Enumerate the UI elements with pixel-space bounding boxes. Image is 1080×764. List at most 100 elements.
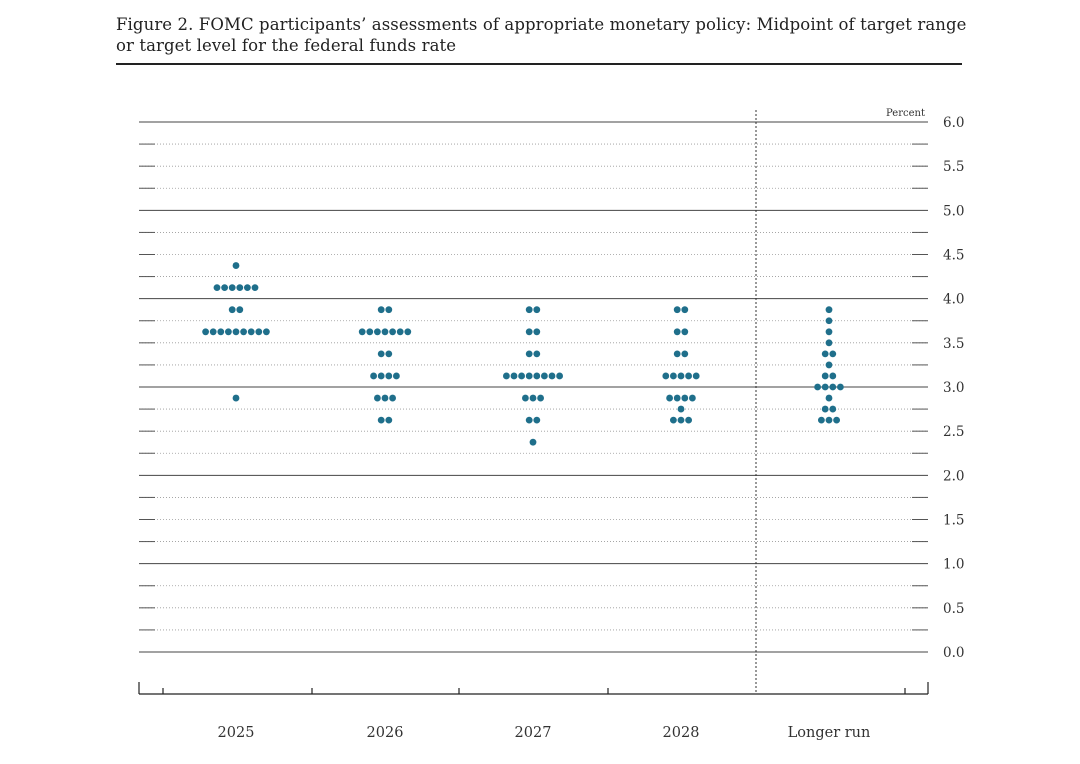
data-dot [818,416,825,424]
data-dot [533,416,541,424]
data-dot [228,306,236,314]
data-dot [525,416,533,424]
data-dot [556,372,563,380]
data-dot [385,416,393,424]
data-dot [673,350,681,358]
data-dot [825,394,833,402]
x-category-label: Longer run [788,725,871,741]
data-dot [522,394,529,402]
y-tick-label: 3.5 [943,336,964,352]
y-tick-label: 3.0 [943,380,964,396]
data-dot [244,284,251,292]
data-dot [685,372,692,380]
data-dot [821,350,829,358]
y-tick-label: 1.0 [943,557,964,573]
data-dot [689,394,696,402]
data-dot [829,405,837,413]
data-dot [681,394,689,402]
data-dot [677,416,685,424]
data-dot [548,372,556,380]
data-dot [232,328,240,336]
data-dot [389,394,396,402]
data-dot [503,372,510,380]
data-dot [240,328,248,336]
data-dot [389,328,396,336]
data-dot [370,372,377,380]
data-dot [829,372,837,380]
data-dot [677,372,685,380]
data-dot [673,394,681,402]
data-dot [821,383,829,391]
data-dot [525,350,533,358]
data-dot [366,328,374,336]
data-dot [374,328,381,336]
data-dot [670,416,677,424]
data-dot [821,372,829,380]
data-dot [225,328,232,336]
data-dot [525,372,533,380]
data-dot [814,383,821,391]
data-dot [662,372,670,380]
data-dot [670,372,677,380]
y-tick-label: 5.5 [943,159,964,175]
data-dot [217,328,225,336]
data-dot [381,394,389,402]
y-tick-label: 4.0 [943,292,964,308]
gridlines [139,121,928,653]
data-dot [381,328,389,336]
data-dot [255,328,263,336]
data-dot [529,438,537,446]
title-rule [116,63,962,65]
data-dot [202,328,210,336]
dots [202,262,844,446]
data-dot [377,372,385,380]
data-dot [221,284,229,292]
data-dot [666,394,673,402]
data-dot [251,284,259,292]
data-dot [825,328,833,336]
x-category-label: 2026 [367,725,404,741]
data-dot [825,317,833,325]
data-dot [236,284,244,292]
data-dot [529,394,537,402]
data-dot [673,306,681,314]
data-dot [821,405,829,413]
data-dot [677,405,685,413]
data-dot [510,372,518,380]
x-category-label: 2028 [663,725,700,741]
data-dot [263,328,270,336]
data-dot [377,350,385,358]
data-dot [541,372,548,380]
data-dot [833,416,840,424]
data-dot [404,328,412,336]
data-dot [232,262,240,269]
data-dot [681,306,689,314]
data-dot [681,328,689,336]
data-dot [673,328,681,336]
data-dot [837,383,844,391]
data-dot [533,372,541,380]
data-dot [525,328,533,336]
data-dot [396,328,404,336]
data-dot [236,306,244,314]
y-tick-label: 2.0 [943,468,964,484]
data-dot [232,394,240,402]
data-dot [829,383,837,391]
data-dot [825,339,833,347]
x-category-label: 2027 [515,725,552,741]
y-tick-label: 0.5 [943,601,964,617]
data-dot [358,328,366,336]
figure-title-line-1: Figure 2. FOMC participants’ assessments… [116,15,967,34]
data-dot [685,416,692,424]
data-dot [525,306,533,314]
data-dot [385,306,393,314]
y-tick-label: 6.0 [943,115,964,131]
data-dot [377,306,385,314]
data-dot [213,284,221,292]
data-dot [825,306,833,314]
figure-title: Figure 2. FOMC participants’ assessments… [116,14,976,56]
data-dot [228,284,236,292]
axes: 6.0 5.5 5.0 4.5 4.0 3.5 3.0 2.5 2.0 1.5 1.0 0.5 0.0 P… [138,108,964,741]
data-dot [692,372,700,380]
